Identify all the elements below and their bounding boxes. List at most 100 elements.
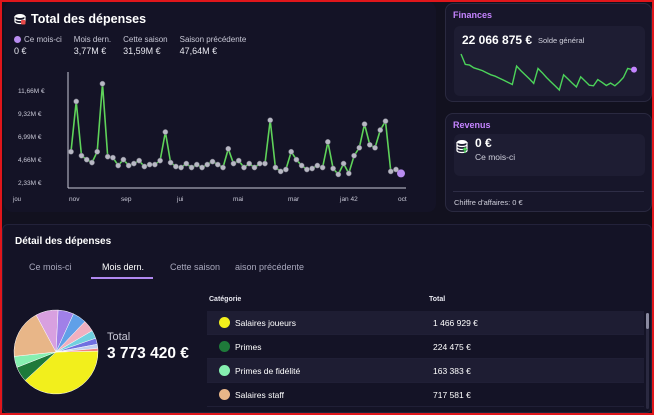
data-point[interactable] — [345, 170, 352, 177]
data-point[interactable] — [157, 157, 163, 164]
expenses-line-chart[interactable]: 11,66M € 9,32M € 6,99M € 4,66M € 2,33M € nov s… — [4, 2, 436, 212]
category-total: 163 383 € — [433, 366, 471, 376]
data-point[interactable] — [387, 168, 394, 175]
table-scrollbar[interactable] — [646, 313, 649, 409]
data-point[interactable] — [351, 152, 357, 159]
data-point[interactable] — [94, 148, 101, 155]
finances-sparkline — [460, 53, 637, 92]
data-point[interactable] — [73, 98, 80, 105]
tab-this-month[interactable]: Ce mois-ci — [29, 262, 72, 272]
stat-value: 31,59M € — [123, 46, 161, 56]
revenus-title: Revenus — [453, 120, 491, 130]
data-point[interactable] — [78, 152, 85, 159]
pie-slice[interactable] — [55, 348, 99, 353]
data-point[interactable] — [330, 165, 336, 172]
data-point[interactable] — [220, 164, 226, 171]
data-point[interactable] — [241, 164, 247, 171]
data-point[interactable] — [314, 162, 321, 169]
data-point[interactable] — [152, 161, 158, 168]
data-point[interactable] — [246, 160, 253, 167]
data-point[interactable] — [188, 164, 195, 171]
table-row[interactable]: Primes 224 475 € — [207, 335, 644, 359]
data-point[interactable] — [115, 162, 122, 169]
stat-label: Mois dern. — [73, 35, 112, 44]
tab-last-month[interactable]: Mois dern. — [102, 262, 145, 272]
data-point[interactable] — [104, 153, 111, 160]
expenses-card: Total des dépenses Ce mois-ci 0 € Mois d… — [4, 2, 436, 212]
stat-label: Saison précédente — [179, 35, 247, 44]
table-row[interactable]: Salaires staff 717 581 € — [207, 383, 644, 407]
data-point[interactable] — [251, 164, 258, 171]
data-point[interactable] — [183, 160, 190, 167]
tab-previous-season[interactable]: aison précédente — [235, 262, 305, 272]
data-point[interactable] — [199, 164, 205, 171]
category-total: 717 581 € — [433, 390, 471, 400]
header-category[interactable]: Catégorie — [209, 296, 242, 303]
data-point[interactable] — [230, 160, 237, 167]
data-point[interactable] — [393, 166, 399, 173]
tab-this-season[interactable]: Cette saison — [170, 262, 221, 272]
data-point[interactable] — [167, 159, 174, 166]
data-point[interactable] — [120, 156, 127, 163]
finances-card[interactable]: Finances 22 066 875 € Solde général — [445, 3, 652, 102]
finances-title: Finances — [453, 10, 493, 20]
divider — [453, 191, 644, 192]
data-point[interactable] — [277, 168, 284, 175]
data-point[interactable] — [356, 144, 363, 151]
data-point[interactable] — [256, 160, 263, 167]
data-point[interactable] — [288, 148, 295, 155]
data-point[interactable] — [298, 162, 305, 169]
data-point[interactable] — [214, 161, 221, 168]
data-point[interactable] — [131, 160, 137, 167]
data-point[interactable] — [335, 171, 342, 178]
data-point[interactable] — [110, 154, 116, 161]
data-point[interactable] — [83, 156, 90, 163]
data-point[interactable] — [141, 163, 148, 170]
data-point[interactable] — [89, 159, 95, 166]
data-point[interactable] — [361, 121, 368, 127]
data-point[interactable] — [146, 161, 153, 168]
data-point[interactable] — [225, 145, 232, 152]
data-point[interactable] — [366, 141, 373, 148]
data-point[interactable] — [162, 129, 169, 135]
data-point[interactable] — [272, 164, 279, 171]
pie-slice[interactable] — [13, 314, 57, 357]
data-point[interactable] — [204, 161, 211, 168]
data-point[interactable] — [193, 161, 200, 168]
table-row[interactable]: Primes de fidélité 163 383 € — [207, 359, 644, 383]
expense-pie-chart[interactable] — [13, 309, 99, 395]
pie-slice[interactable] — [24, 350, 99, 395]
total-value: 3 773 420 € — [107, 345, 189, 362]
data-point[interactable] — [125, 162, 132, 169]
data-point[interactable] — [340, 160, 347, 167]
revenus-card[interactable]: Revenus 0 € Ce mois-ci Chiffre d'affaire… — [445, 113, 652, 212]
header-total[interactable]: Total — [429, 296, 446, 303]
data-point[interactable] — [319, 164, 326, 171]
current-month-marker[interactable] — [397, 169, 405, 178]
data-point[interactable] — [382, 118, 389, 125]
data-point[interactable] — [309, 165, 315, 172]
data-point[interactable] — [293, 156, 300, 163]
data-point[interactable] — [178, 164, 184, 171]
data-point[interactable] — [304, 166, 310, 173]
table-row[interactable]: Salaires joueurs 1 466 929 € — [207, 311, 644, 335]
data-point[interactable] — [325, 139, 331, 145]
revenus-panel — [454, 134, 645, 176]
data-point[interactable] — [377, 127, 384, 133]
coins-up-icon — [456, 138, 470, 159]
data-point[interactable] — [68, 148, 74, 155]
data-point[interactable] — [267, 117, 274, 124]
detail-title: Détail des dépenses — [15, 236, 112, 247]
y-tick-label: 11,66M € — [18, 88, 45, 95]
sparkline-current-dot — [631, 66, 637, 73]
data-point[interactable] — [99, 80, 106, 87]
data-point[interactable] — [283, 166, 289, 173]
data-point[interactable] — [262, 160, 268, 167]
data-point[interactable] — [172, 163, 179, 170]
data-point[interactable] — [209, 158, 216, 165]
data-point[interactable] — [235, 157, 242, 164]
scrollbar-thumb[interactable] — [646, 313, 649, 329]
data-point[interactable] — [136, 157, 142, 164]
data-point[interactable] — [372, 144, 378, 151]
stat-label: Ce mois-ci — [24, 35, 62, 44]
